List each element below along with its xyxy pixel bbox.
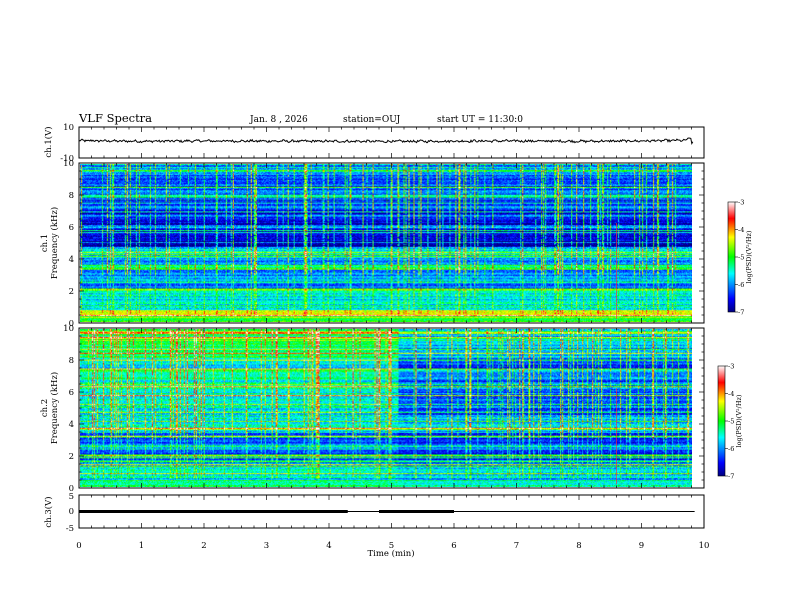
ch3-ytick-top: 5 (69, 492, 74, 502)
ch2-colorbar: -3 -4 -5 -6 -7 log(PSD)(V²/Hz) (717, 363, 743, 481)
ch2-spec-ylabel: ch.2 (40, 399, 50, 417)
x-tick-label: 10 (699, 541, 710, 551)
colorbar-tick-label: -6 (738, 281, 744, 289)
y-tick-label: 6 (69, 388, 74, 398)
x-tick-label: 7 (514, 541, 519, 551)
ch1-waveform-line (78, 137, 694, 146)
ch1-ytick-top: 10 (63, 123, 74, 133)
colorbar-tick-label: -7 (738, 309, 744, 317)
y-tick-label: 8 (69, 356, 74, 366)
ch1-spec-ylabel: ch.1 (40, 234, 50, 252)
ch3-ylabel: ch.3(V) (43, 496, 54, 527)
y-tick-label: 2 (69, 287, 74, 297)
ch1-waveform-panel: 10 -10 ch.1(V) (43, 123, 705, 164)
time-axis-tick-labels: 0 1 2 3 4 5 6 7 8 9 10 (76, 541, 709, 551)
y-tick-label: 10 (63, 324, 74, 334)
x-tick-label: 2 (201, 541, 206, 551)
ch3-signal-panel: 5 0 -5 ch.3(V) 0 1 2 3 4 5 6 7 8 9 10 Time (min) (43, 492, 709, 559)
ch1-spectrogram-xticks (78, 163, 705, 323)
x-tick-label: 9 (639, 541, 644, 551)
colorbar-tick-label: -4 (728, 390, 734, 398)
x-tick-label: 8 (576, 541, 581, 551)
station-label: station=OUJ (343, 115, 401, 125)
y-tick-label: 4 (69, 420, 74, 430)
time-axis-label: Time (min) (367, 548, 414, 559)
ch2-spectrogram-image (80, 329, 692, 487)
y-tick-label: 0 (69, 319, 74, 329)
ch1-spectrogram-yticks: 0 2 4 6 8 10 (63, 159, 704, 329)
y-tick-label: 6 (69, 223, 74, 233)
ch3-xticks (78, 495, 705, 528)
ch2-colorbar-ticks: -3 -4 -5 -6 -7 (725, 363, 734, 481)
ch3-ytick-mid: 0 (69, 507, 74, 517)
ch1-ytick-bottom: -10 (60, 154, 74, 164)
colorbar-tick-label: -5 (738, 254, 744, 262)
colorbar-tick-label: -6 (728, 445, 734, 453)
ch1-spectrogram-image (80, 164, 692, 322)
spectrogram-raster (80, 164, 692, 322)
spectrogram-raster (80, 329, 692, 487)
ch1-colorbar-label: log(PSD)(V²/Hz) (745, 230, 753, 283)
colorbar-tick-label: -3 (728, 363, 734, 371)
x-tick-label: 5 (389, 541, 394, 551)
date-label: Jan. 8 , 2026 (249, 115, 308, 125)
colorbar-tick-label: -7 (728, 473, 734, 481)
y-tick-label: 10 (63, 159, 74, 169)
colorbar-tick-label: -4 (738, 226, 744, 234)
x-tick-label: 4 (326, 541, 331, 551)
y-tick-label: 2 (69, 452, 74, 462)
ch2-spectrogram-panel: 0 2 4 6 8 10 ch.2 Frequency (kHz) (40, 324, 705, 494)
x-tick-label: 3 (264, 541, 269, 551)
colorbar-tick-label: -3 (738, 199, 744, 207)
ch1-waveform-ticks (78, 127, 705, 158)
ch2-colorbar-label: log(PSD)(V²/Hz) (735, 394, 743, 447)
ch1-spectrogram-panel: 0 2 4 6 8 10 ch.1 Frequency (kHz) (40, 159, 705, 329)
x-tick-label: 0 (76, 541, 81, 551)
ch1-ylabel: ch.1(V) (43, 126, 54, 157)
x-tick-label: 1 (139, 541, 144, 551)
y-tick-label: 4 (69, 255, 74, 265)
colorbar-tick-label: -5 (728, 418, 734, 426)
ch2-spectrogram-xticks (78, 328, 705, 488)
ch2-spec-ylabel2: Frequency (kHz) (49, 372, 60, 444)
y-tick-label: 8 (69, 191, 74, 201)
ch2-spectrogram-yticks: 0 2 4 6 8 10 (63, 324, 704, 494)
ch1-spec-ylabel2: Frequency (kHz) (49, 207, 60, 279)
x-tick-label: 6 (451, 541, 456, 551)
y-tick-label: 0 (69, 484, 74, 494)
figure-title: VLF Spectra (78, 111, 152, 125)
ch3-ytick-bottom: -5 (66, 524, 74, 534)
ch1-colorbar-ticks: -3 -4 -5 -6 -7 (735, 199, 744, 317)
ch1-colorbar: -3 -4 -5 -6 -7 log(PSD)(V²/Hz) (727, 199, 753, 317)
start-time-label: start UT = 11:30:0 (437, 115, 523, 125)
